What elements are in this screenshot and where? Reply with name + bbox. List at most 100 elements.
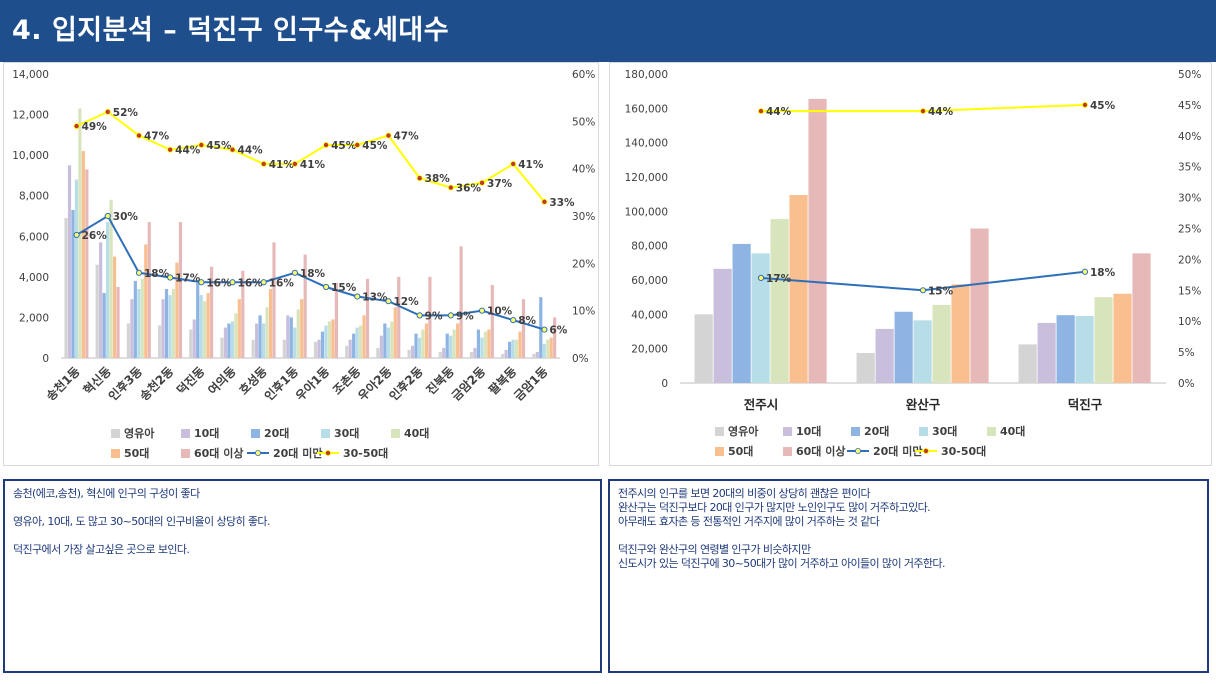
point-under-20 <box>104 212 111 220</box>
legend-swatch <box>783 447 792 456</box>
legend-label: 20대 <box>264 426 289 440</box>
bar <box>99 242 103 358</box>
bar <box>449 335 453 358</box>
x-tick-label: 금암2동 <box>449 364 488 403</box>
point-under-20 <box>510 317 517 324</box>
bar <box>1018 344 1037 383</box>
note-line <box>13 501 592 515</box>
bar <box>355 327 359 358</box>
district-population-chart: 0 2,000 4,000 6,000 8,000 10,000 12,000 14,000 0… <box>3 62 599 466</box>
y-tick-label: 140,000 <box>625 138 668 150</box>
point-30-50 <box>354 142 361 149</box>
bar <box>428 276 432 358</box>
bar <box>445 333 449 358</box>
line-30-50 <box>76 110 546 203</box>
district-population-chart-svg: 0 2,000 4,000 6,000 8,000 10,000 12,000 14,000 0… <box>12 69 595 460</box>
data-label: 17% <box>766 273 792 285</box>
data-label: 16% <box>206 277 232 289</box>
data-label: 41% <box>300 159 326 171</box>
data-label: 13% <box>362 291 388 303</box>
note-line: 영유아, 10대, 도 많고 30~50대의 인구비율이 상당히 좋다. <box>13 515 270 528</box>
point-under-20 <box>354 293 361 300</box>
bar <box>327 321 332 358</box>
point-30-50 <box>198 142 205 149</box>
bar <box>713 268 732 383</box>
point-under-20 <box>291 269 299 276</box>
y2-tick-label: 20% <box>572 258 595 270</box>
legend-label: 50대 <box>728 444 753 458</box>
bar <box>913 320 932 383</box>
x-tick-label: 덕진구 <box>1068 397 1103 412</box>
x-tick-label: 인후3동 <box>105 364 145 404</box>
bar <box>74 179 79 358</box>
bar <box>508 341 512 358</box>
bar <box>397 276 401 358</box>
data-label: 36% <box>456 183 482 195</box>
bar <box>549 337 553 358</box>
data-label: 44% <box>238 145 264 157</box>
data-label: 52% <box>113 107 139 119</box>
bar <box>227 323 231 358</box>
legend-label: 30-50대 <box>343 446 388 460</box>
point-30-50 <box>291 160 298 167</box>
bar <box>518 331 522 358</box>
bar <box>234 313 238 358</box>
note-line: 송천(에코,송천), 혁신에 인구의 구성이 좋다 <box>13 487 200 500</box>
bar <box>286 315 290 358</box>
bar <box>535 351 539 358</box>
bar <box>147 222 151 358</box>
x-tick-label: 송천1동 <box>43 364 83 404</box>
note-line: 전주시의 인구를 보면 20대의 비중이 상당히 괜찮은 편이다 <box>618 487 871 500</box>
bar <box>106 222 110 358</box>
legend-label: 영유아 <box>728 424 759 438</box>
y-tick-label: 8,000 <box>19 191 49 203</box>
bar <box>331 319 335 358</box>
bar <box>410 345 415 358</box>
bar <box>109 199 113 358</box>
bar <box>303 254 307 358</box>
point-under-20 <box>135 269 143 276</box>
data-label: 37% <box>487 178 513 190</box>
y2-tick-label: 60% <box>572 69 595 81</box>
bar <box>289 317 293 358</box>
data-label: 9% <box>456 310 474 322</box>
left-notes-box: 송천(에코,송천), 혁신에 인구의 구성이 좋다 영유아, 10대, 도 많고… <box>3 479 602 673</box>
point-under-20 <box>229 279 236 286</box>
bar <box>421 329 425 358</box>
bar <box>255 323 259 358</box>
bar <box>95 264 99 358</box>
y-tick-label: 4,000 <box>19 272 49 284</box>
y-tick-label: 120,000 <box>625 172 668 184</box>
y-tick-label: 10,000 <box>12 150 49 162</box>
legend-label: 50대 <box>124 446 149 460</box>
data-label: 15% <box>331 282 357 294</box>
x-tick-label: 덕진동 <box>173 364 207 398</box>
legend-swatch <box>987 427 996 436</box>
x-tick-label: 완산구 <box>906 397 941 412</box>
bar <box>417 337 422 358</box>
bar <box>424 323 429 358</box>
y-tick-label: 160,000 <box>625 103 668 115</box>
y-tick-label: 100,000 <box>625 206 668 218</box>
point-under-20 <box>447 312 454 319</box>
data-label: 16% <box>238 277 264 289</box>
y2-tick-label: 5% <box>1178 347 1195 359</box>
bar <box>237 299 241 358</box>
y2-tick-label: 10% <box>572 306 595 318</box>
bar <box>161 299 165 358</box>
bar <box>203 301 207 358</box>
y2-tick-label: 30% <box>572 211 595 223</box>
bar <box>894 311 913 383</box>
data-label: 38% <box>425 173 451 185</box>
point-under-20 <box>167 274 174 281</box>
bar <box>359 325 363 358</box>
y-tick-label: 6,000 <box>19 231 49 243</box>
note-line: 신도시가 있는 덕진구에 30~50대가 많이 거주하고 아이들이 많이 거주한… <box>618 557 945 570</box>
point-30-50 <box>323 142 330 149</box>
legend-label: 40대 <box>404 426 429 440</box>
bar <box>206 293 210 358</box>
legend-swatch <box>321 429 330 438</box>
city-population-chart: 0 20,000 40,000 60,000 80,000 100,000 120,000 1… <box>609 62 1212 466</box>
bar <box>116 287 120 358</box>
bar <box>171 289 176 358</box>
